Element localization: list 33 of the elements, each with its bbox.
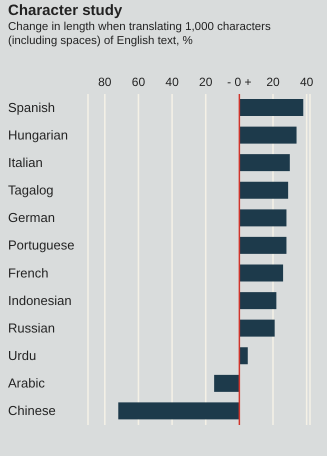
y-tick-label: Urdu — [8, 348, 36, 364]
bar — [239, 292, 276, 310]
bar — [214, 374, 240, 392]
y-tick-label: Indonesian — [8, 292, 72, 308]
bar — [239, 182, 288, 199]
x-tick-label: 20 — [199, 75, 213, 89]
bar — [239, 236, 286, 254]
x-tick-label: 20 — [266, 75, 280, 89]
bar — [239, 264, 284, 282]
y-tick-label: Tagalog — [8, 182, 54, 198]
y-tick-label: Chinese — [8, 403, 56, 418]
y-tick-label: Arabic — [8, 376, 46, 391]
bar — [118, 402, 240, 420]
bar — [239, 99, 304, 116]
y-tick-label: Spanish — [8, 100, 55, 115]
chart-title: Character study — [8, 2, 122, 19]
y-tick-label: Russian — [8, 320, 55, 336]
x-tick-label: 60 — [132, 75, 146, 89]
bar — [239, 154, 290, 172]
x-tick-label: 80 — [98, 75, 112, 89]
y-tick-label: Hungarian — [8, 127, 68, 142]
bar — [239, 320, 275, 337]
x-tick-label: - 0 + — [227, 75, 252, 89]
bar — [239, 209, 286, 226]
x-tick-label: 40 — [165, 75, 180, 89]
y-tick-label: German — [8, 210, 55, 226]
bar — [239, 126, 297, 144]
x-tick-label: 40 — [300, 75, 314, 89]
y-tick-label: French — [8, 265, 48, 280]
y-tick-label: Italian — [8, 154, 43, 170]
chart-subtitle: Change in length when translating 1,000 characters (including spaces) of English text, % — [8, 20, 272, 48]
bar — [239, 347, 248, 364]
y-tick-label: Portuguese — [8, 238, 74, 253]
